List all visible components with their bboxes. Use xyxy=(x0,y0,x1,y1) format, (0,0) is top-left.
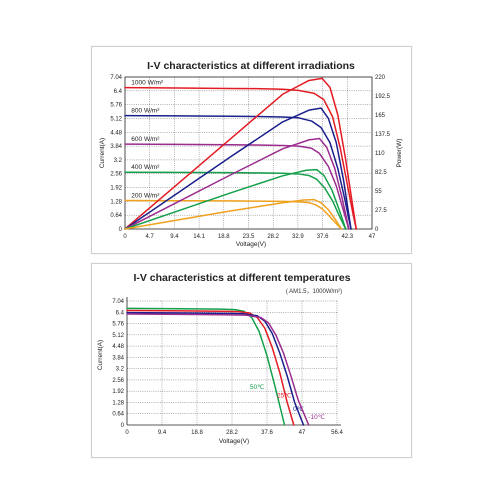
chart-1-plot-frame xyxy=(124,76,373,230)
chart-1-y2-tick-label: 55 xyxy=(375,189,382,195)
chart-1-x-tick-label: 42.3 xyxy=(341,234,353,240)
chart-2-series-label: 0℃ xyxy=(293,406,305,413)
chart-1-y-tick-label: 4.48 xyxy=(110,130,122,136)
chart-1-power-curve-8 xyxy=(124,168,347,230)
chart-1-x-tick-label: 18.8 xyxy=(218,234,230,240)
chart-2-x-tick-label: 9.4 xyxy=(158,430,167,436)
chart-1-iv-curve-3 xyxy=(124,171,347,230)
chart-2-y-tick-label: 0.64 xyxy=(112,412,124,418)
irradiation-chart: I-V characteristics at different irradia… xyxy=(99,60,403,248)
chart-1-x-tick-label: 47 xyxy=(369,234,376,240)
chart-1-x-tick-label: 23.5 xyxy=(243,234,255,240)
chart-1-y-tick-label: 5.12 xyxy=(110,116,122,122)
chart-2-x-tick-label: 37.6 xyxy=(261,430,273,436)
chart-1-y2-tick-label: 27.5 xyxy=(375,208,387,214)
chart-2-y-axis-label: Current(A) xyxy=(97,340,104,370)
chart-2-iv-curve-0 xyxy=(126,307,286,426)
chart-2-series-label: 25℃ xyxy=(277,393,292,400)
chart-1-y-tick-label: 1.28 xyxy=(110,199,122,205)
chart-1-y-tick-label: 3.2 xyxy=(114,158,123,164)
chart-1-x-tick-label: 4.7 xyxy=(146,234,155,240)
chart-2-series-label: -10℃ xyxy=(308,414,325,421)
chart-1-x-tick-label: 9.4 xyxy=(170,234,179,240)
chart-1-x-tick-label: 28.2 xyxy=(267,234,279,240)
chart-1-y2-tick-label: 82.5 xyxy=(375,170,387,176)
chart-2-x-tick-label: 56.4 xyxy=(331,430,343,436)
chart-1-y2-tick-label: 0 xyxy=(375,227,379,233)
chart-1-power-curve-5 xyxy=(124,77,357,230)
chart-1-y-tick-label: 3.84 xyxy=(110,144,122,150)
chart-1-y-tick-label: 6.4 xyxy=(114,89,123,95)
chart-1-y-tick-label: 7.04 xyxy=(110,75,122,81)
chart-1-y-axis-label: Current(A) xyxy=(99,138,106,168)
chart-1-y2-tick-label: 110 xyxy=(375,151,385,157)
chart-2-y-tick-label: 0 xyxy=(121,423,125,429)
chart-1-x-tick-label: 14.1 xyxy=(193,234,205,240)
chart-1-y2-tick-label: 137.5 xyxy=(375,132,391,138)
chart-2-x-tick-label: 28.2 xyxy=(226,430,238,436)
chart-2-subtitle: ( AM1.5，1000W/m²) xyxy=(286,289,342,295)
chart-1-x-tick-label: 37.6 xyxy=(317,234,329,240)
chart-2-y-tick-label: 7.04 xyxy=(112,299,124,305)
chart-1-iv-curve-4 xyxy=(124,199,343,230)
chart-1-y2-axis-label: Power(W) xyxy=(396,139,403,168)
chart-1-iv-curve-0 xyxy=(124,86,357,230)
chart-1-series-label: 600 W/m² xyxy=(131,136,160,143)
chart-2-y-tick-label: 1.28 xyxy=(112,400,124,406)
chart-1-y-tick-label: 0 xyxy=(119,227,123,233)
chart-1-y-tick-label: 0.64 xyxy=(110,213,122,219)
chart-1-x-axis-label: Voltage(V) xyxy=(236,241,266,248)
chart-2-y-tick-label: 3.84 xyxy=(112,355,124,361)
chart-1-iv-curve-2 xyxy=(124,143,350,230)
chart-1-y-tick-label: 2.56 xyxy=(110,172,122,178)
chart-1-power-curve-7 xyxy=(124,137,350,230)
chart-2-x-tick-label: 47 xyxy=(299,430,306,436)
chart-2-y-tick-label: 1.92 xyxy=(112,389,124,395)
chart-1-title: I-V characteristics at different irradia… xyxy=(147,60,355,72)
chart-2-y-tick-label: 3.2 xyxy=(116,367,125,373)
chart-1-series-label: 400 W/m² xyxy=(131,164,160,171)
chart-1-series-label: 200 W/m² xyxy=(131,193,160,200)
chart-1-y2-tick-label: 192.5 xyxy=(375,94,391,100)
chart-2-y-tick-label: 2.56 xyxy=(112,378,124,384)
chart-1-x-tick-label: 0 xyxy=(123,234,127,240)
irradiation-chart-panel: I-V characteristics at different irradia… xyxy=(91,46,412,254)
temperature-chart-panel: I-V characteristics at different tempera… xyxy=(91,263,412,458)
chart-1-series-label: 1000 W/m² xyxy=(131,80,164,87)
chart-2-y-tick-label: 5.76 xyxy=(112,322,124,328)
chart-1-y-tick-label: 5.76 xyxy=(110,103,122,109)
temperature-chart: I-V characteristics at different tempera… xyxy=(97,272,351,445)
chart-1-series-label: 800 W/m² xyxy=(131,108,160,115)
chart-2-iv-curve-2 xyxy=(126,311,305,426)
chart-2-y-tick-label: 6.4 xyxy=(116,310,125,316)
chart-1-y-tick-label: 1.92 xyxy=(110,186,122,192)
chart-2-x-axis-label: Voltage(V) xyxy=(219,438,249,445)
chart-1-x-tick-label: 32.9 xyxy=(292,234,304,240)
chart-2-iv-curve-3 xyxy=(126,313,310,426)
chart-1-y2-tick-label: 165 xyxy=(375,113,386,119)
chart-2-x-tick-label: 18.8 xyxy=(191,430,203,436)
chart-1-power-curve-9 xyxy=(124,198,343,230)
chart-2-y-tick-label: 4.48 xyxy=(112,344,124,350)
chart-2-x-tick-label: 0 xyxy=(125,430,129,436)
chart-2-y-tick-label: 5.12 xyxy=(112,333,124,339)
chart-2-title: I-V characteristics at different tempera… xyxy=(133,272,350,284)
chart-1-y2-tick-label: 220 xyxy=(375,75,386,81)
chart-1-iv-curve-1 xyxy=(124,114,352,230)
chart-2-series-label: 50℃ xyxy=(250,384,265,391)
chart-1-power-curve-6 xyxy=(124,107,352,230)
